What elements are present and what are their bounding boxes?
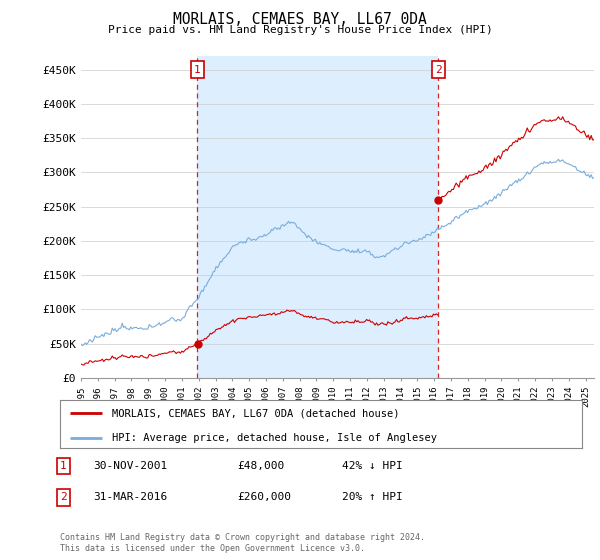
Text: Contains HM Land Registry data © Crown copyright and database right 2024.
This d: Contains HM Land Registry data © Crown c… [60, 533, 425, 553]
Text: MORLAIS, CEMAES BAY, LL67 0DA (detached house): MORLAIS, CEMAES BAY, LL67 0DA (detached … [112, 408, 400, 418]
Text: 30-NOV-2001: 30-NOV-2001 [93, 461, 167, 471]
Text: 20% ↑ HPI: 20% ↑ HPI [342, 492, 403, 502]
Text: HPI: Average price, detached house, Isle of Anglesey: HPI: Average price, detached house, Isle… [112, 432, 437, 442]
Text: £260,000: £260,000 [237, 492, 291, 502]
Text: 1: 1 [60, 461, 67, 471]
Text: £48,000: £48,000 [237, 461, 284, 471]
Text: 42% ↓ HPI: 42% ↓ HPI [342, 461, 403, 471]
Text: MORLAIS, CEMAES BAY, LL67 0DA: MORLAIS, CEMAES BAY, LL67 0DA [173, 12, 427, 27]
Text: 1: 1 [194, 65, 201, 74]
Bar [197, 56, 439, 378]
Text: 31-MAR-2016: 31-MAR-2016 [93, 492, 167, 502]
Text: 2: 2 [435, 65, 442, 74]
Text: 2: 2 [60, 492, 67, 502]
Text: Price paid vs. HM Land Registry's House Price Index (HPI): Price paid vs. HM Land Registry's House … [107, 25, 493, 35]
